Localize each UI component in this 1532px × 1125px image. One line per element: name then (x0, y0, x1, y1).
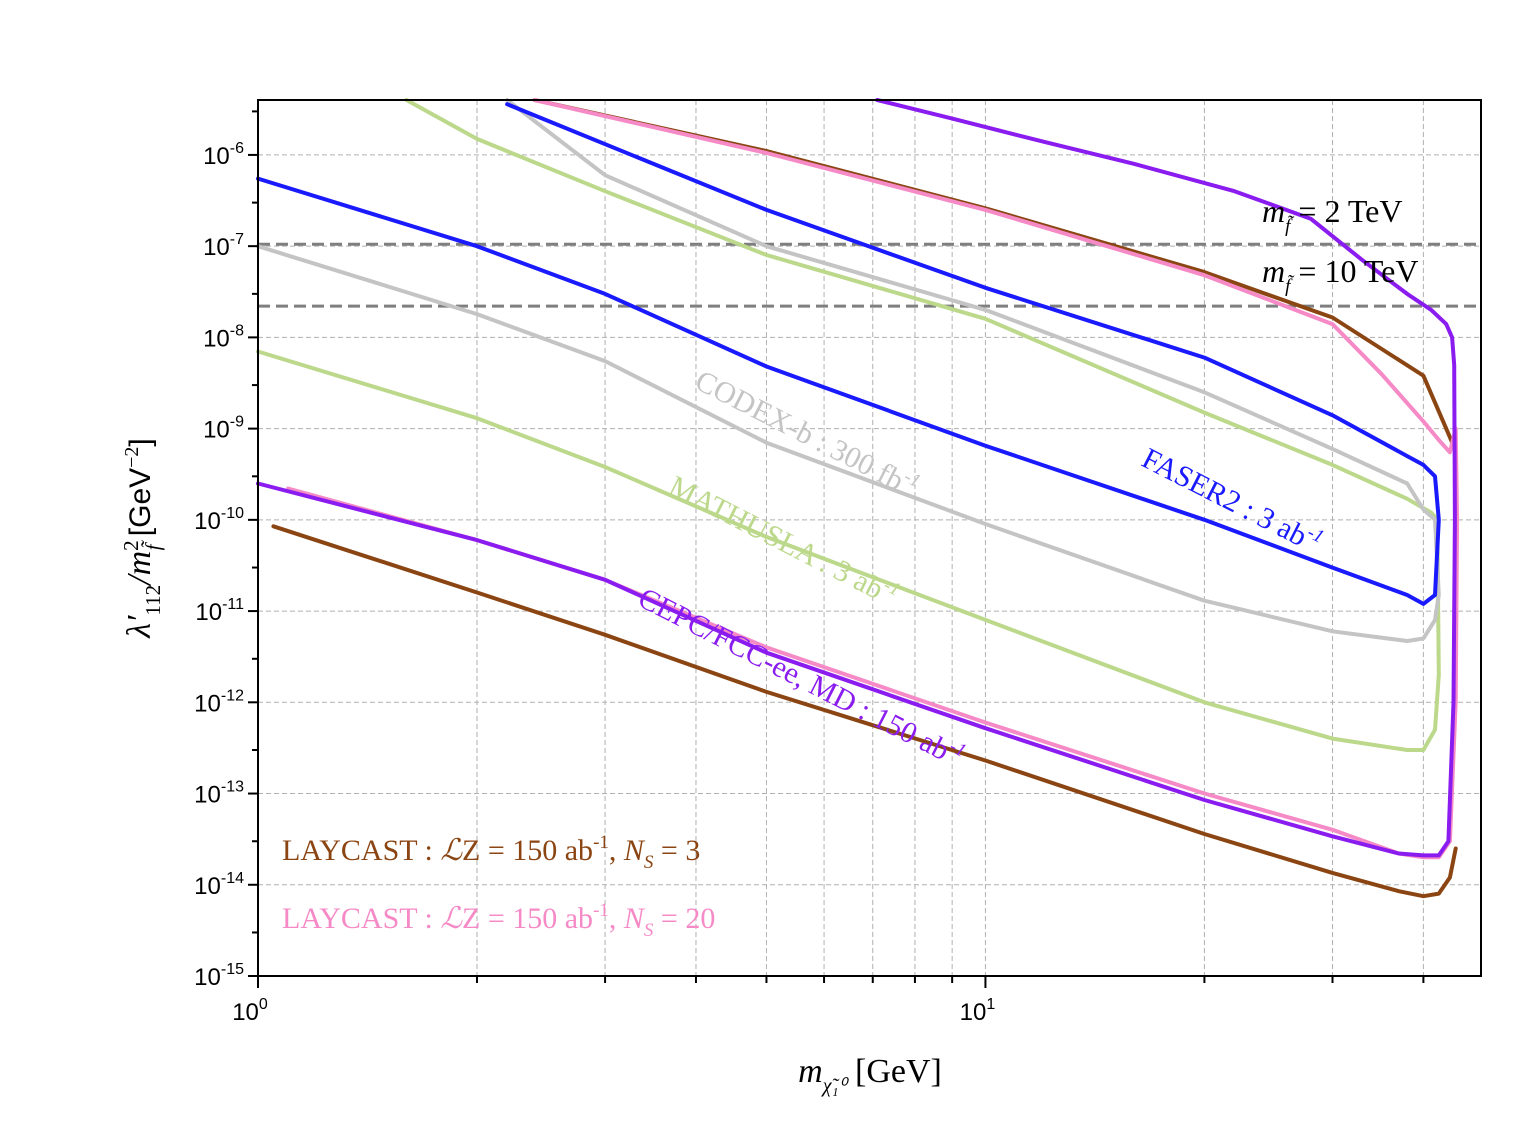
x-label-unit: [GeV] (847, 1053, 942, 1090)
series-line (271, 524, 1458, 899)
x-tick-base: 10 (232, 999, 259, 1026)
y-tick-base: 10 (203, 143, 230, 170)
legend-luminosity: Z = 150 ab (462, 902, 593, 935)
y-label-subscript: 112 (141, 585, 165, 616)
y-tick-label: 10-10 (194, 505, 244, 535)
y-tick-label: 10-14 (194, 870, 244, 900)
y-tick-label: 10-6 (203, 140, 244, 170)
y-tick-label: 10-12 (194, 687, 244, 717)
x-axis-label: mχ̃₁⁰ [GeV] (798, 1053, 942, 1097)
legend-ns-symbol: N (623, 902, 646, 935)
plot-frame (257, 99, 1482, 977)
legend-luminosity: Z = 150 ab (462, 834, 593, 867)
axis-ticks (248, 110, 1425, 988)
y-tick-base: 10 (203, 325, 230, 352)
legend-ns-value: = 3 (653, 834, 700, 867)
y-tick-label: 10-13 (194, 779, 244, 809)
series-line (256, 102, 1441, 606)
y-label-unit-superscript: −2 (121, 447, 143, 468)
x-tick-base: 10 (960, 999, 987, 1026)
legend-separator: , (609, 834, 624, 867)
y-label-mass-superscript: 2 (119, 540, 143, 551)
y-tick-base: 10 (203, 417, 230, 444)
legend-separator: , (609, 902, 624, 935)
y-tick-label: 10-7 (203, 231, 244, 261)
ref-label-subscript: f̃ (1285, 215, 1295, 237)
y-tick-exponent: -8 (230, 322, 244, 339)
y-tick-base: 10 (194, 508, 221, 535)
legend-ns-value: = 20 (653, 902, 715, 935)
y-tick-exponent: -6 (230, 140, 244, 157)
y-tick-exponent: -9 (230, 414, 244, 431)
series-line (286, 98, 1460, 860)
legend-entry: LAYCAST : ℒZ = 150 ab-1, NS = 20 (282, 900, 715, 941)
legend-luminosity-symbol: ℒ (440, 834, 463, 867)
y-tick-exponent: -13 (221, 779, 244, 796)
y-tick-exponent: -7 (230, 231, 244, 248)
legend-ns-subscript: S (644, 852, 654, 873)
reference-lines (258, 242, 1481, 308)
series-line (256, 98, 1441, 752)
x-label-symbol: m (798, 1053, 823, 1090)
legend-ns-subscript: S (644, 920, 654, 941)
ref-label-symbol: m (1262, 253, 1285, 289)
y-label-mass: /m (121, 551, 158, 587)
x-label-subscript: χ̃₁⁰ (821, 1075, 850, 1097)
legend-superscript: -1 (593, 900, 609, 921)
y-label-mass-subscript: f̃ (141, 539, 165, 550)
x-tick-label: 101 (960, 996, 996, 1026)
legend-entry: LAYCAST : ℒZ = 150 ab-1, NS = 3 (282, 832, 700, 873)
y-tick-base: 10 (195, 599, 222, 626)
y-tick-base: 10 (194, 782, 221, 809)
reference-line-label: mf̃ = 2 TeV (1262, 193, 1402, 237)
legend-prefix: LAYCAST : (282, 834, 440, 867)
ref-label-subscript: f̃ (1285, 275, 1295, 297)
y-tick-base: 10 (194, 873, 221, 900)
legend-prefix: LAYCAST : (282, 902, 440, 935)
series-group (256, 98, 1460, 899)
y-tick-base: 10 (194, 690, 221, 717)
series-line (256, 98, 1457, 858)
y-tick-exponent: -12 (221, 687, 244, 704)
y-tick-exponent: -14 (221, 870, 244, 887)
ref-label-value: = 2 TeV (1290, 193, 1402, 229)
y-tick-label: 10-15 (194, 961, 244, 991)
y-tick-base: 10 (203, 234, 230, 261)
legend-luminosity-symbol: ℒ (440, 902, 463, 935)
x-tick-exponent: 1 (986, 996, 995, 1013)
y-tick-label: 10-11 (195, 596, 244, 626)
y-tick-exponent: -11 (222, 596, 244, 613)
y-label-unit-close: ] (124, 438, 157, 446)
x-tick-label: 100 (232, 996, 268, 1026)
series-line (256, 98, 1441, 643)
y-label-unit: [GeV (124, 468, 157, 545)
y-label-symbol: λ′ (121, 615, 158, 639)
ref-label-symbol: m (1262, 193, 1285, 229)
y-axis-label: λ′112/m2f̃ [GeV−2] (119, 438, 165, 639)
legend-superscript: -1 (593, 832, 609, 853)
y-tick-base: 10 (194, 964, 221, 991)
reference-line-label: mf̃ = 10 TeV (1262, 253, 1418, 297)
legend-ns-symbol: N (623, 834, 646, 867)
ref-label-value: = 10 TeV (1290, 253, 1418, 289)
x-tick-exponent: 0 (259, 996, 268, 1013)
y-tick-label: 10-9 (203, 414, 244, 444)
y-tick-label: 10-8 (203, 322, 244, 352)
y-tick-exponent: -10 (221, 505, 244, 522)
y-tick-exponent: -15 (221, 961, 244, 978)
